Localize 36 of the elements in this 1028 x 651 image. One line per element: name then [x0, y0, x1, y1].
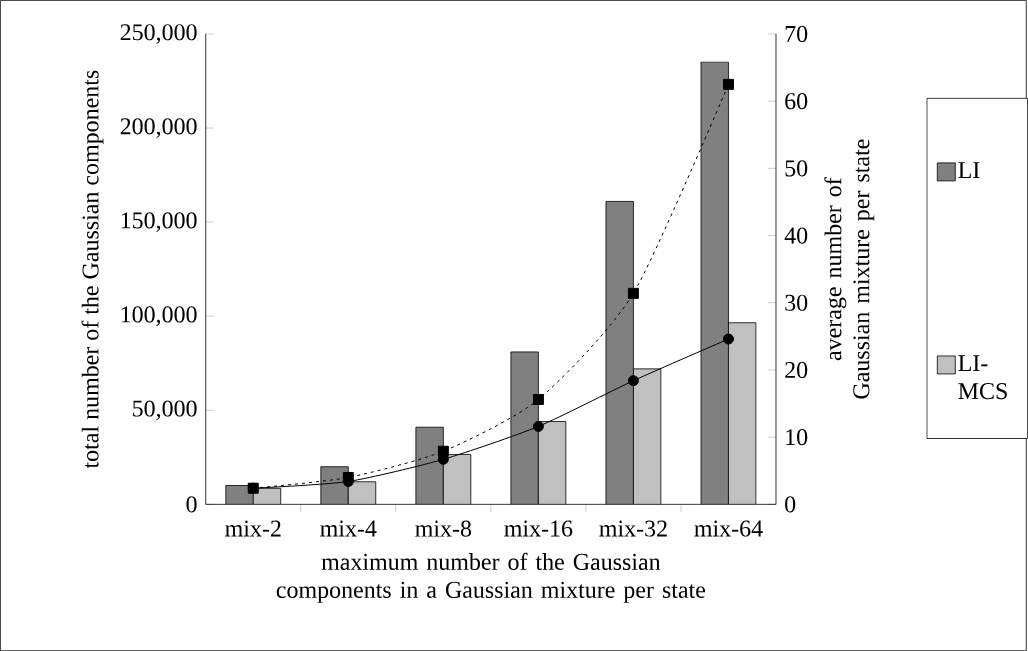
legend-label: LI-MCS — [958, 355, 1007, 400]
point — [722, 333, 734, 345]
bar — [510, 351, 539, 505]
x-tick-label: mix-2 — [225, 520, 281, 537]
legend-label: LI — [958, 162, 980, 178]
y2-tick-label: 0 — [785, 496, 796, 513]
y-tick-label: 200,000 — [120, 118, 197, 138]
point — [722, 78, 734, 90]
point — [532, 420, 544, 432]
bar — [700, 61, 729, 505]
point — [532, 393, 544, 405]
x-axis-title: maximum number of the Gaussian components in a Gaussian mixture per state — [276, 552, 706, 603]
x-tick-label: mix-64 — [694, 520, 763, 537]
y2-tick-label: 40 — [784, 227, 808, 244]
y-tick-label: 250,000 — [120, 24, 197, 44]
y2-tick-label: 30 — [785, 294, 808, 311]
y-tick-label: 100,000 — [121, 306, 197, 326]
y2-tick-label: 10 — [786, 428, 808, 446]
point — [437, 445, 449, 457]
x-tick-label: mix-16 — [504, 520, 573, 537]
point — [627, 375, 639, 387]
y-tick-label: 50,000 — [133, 400, 197, 420]
bar — [605, 201, 634, 505]
y-axis-title: total number of the Gaussian components — [81, 70, 104, 469]
y2-tick-label: 70 — [785, 25, 808, 42]
y-tick-label: 150,000 — [121, 212, 197, 232]
x-tick-label: mix-8 — [415, 520, 472, 537]
y2-axis-title: average number of Gaussian mixture per state — [824, 139, 875, 399]
point — [627, 287, 639, 299]
y2-tick-label: 50 — [785, 160, 808, 177]
point — [342, 471, 354, 483]
x-tick-label: mix-32 — [599, 520, 667, 537]
y2-tick-label: 60 — [785, 92, 808, 110]
x-tick-label: mix-4 — [320, 520, 377, 537]
y2-tick-label: 20 — [785, 361, 808, 378]
y-tick-label: 0 — [186, 496, 197, 513]
